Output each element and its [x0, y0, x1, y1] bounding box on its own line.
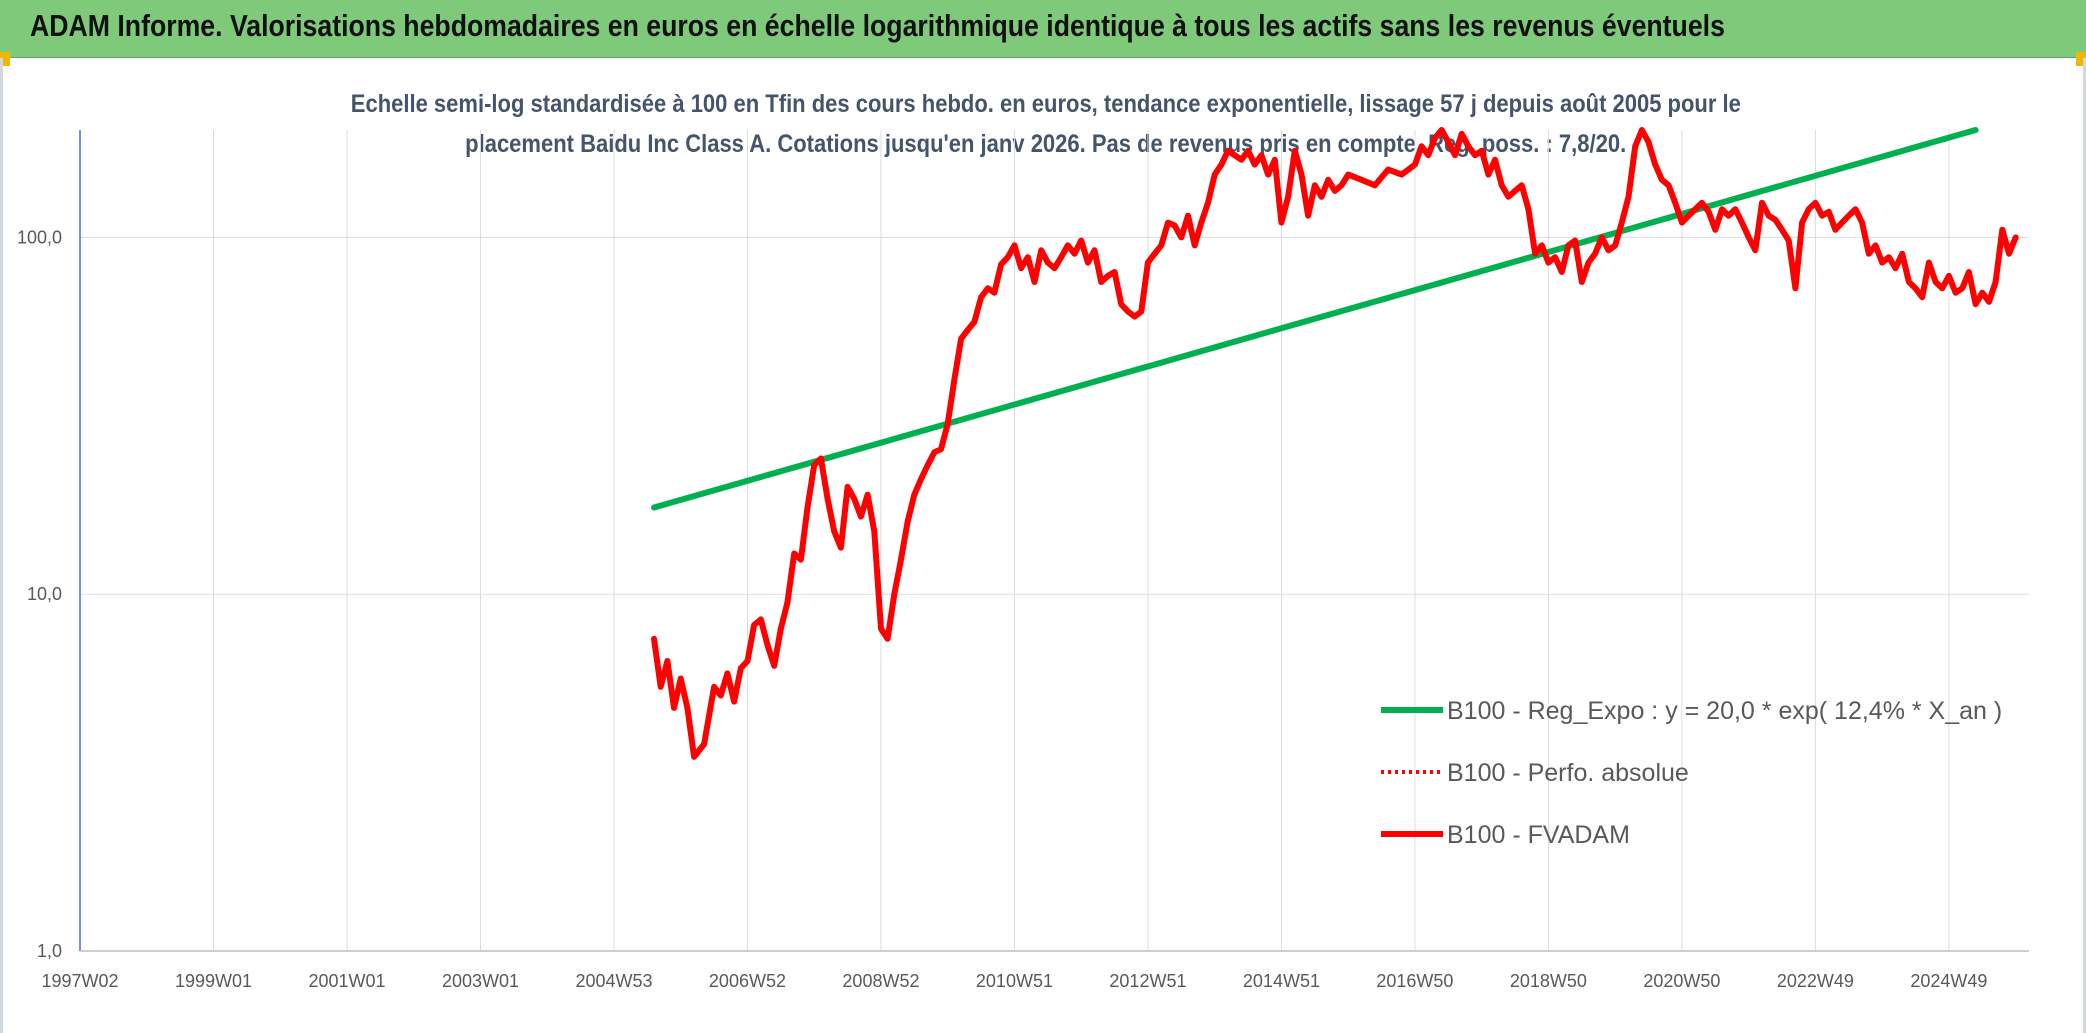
x-tick-label: 2018W50: [1510, 971, 1587, 991]
fvadam-series-line: [651, 127, 2019, 760]
legend-label: B100 - Reg_Expo : y = 20,0 * exp( 12,4% …: [1447, 697, 2002, 725]
chart-legend: B100 - Reg_Expo : y = 20,0 * exp( 12,4% …: [1381, 697, 2002, 849]
trend-series-line: [651, 127, 1979, 511]
x-tick-label: 2022W49: [1777, 971, 1854, 991]
legend-label: B100 - Perfo. absolue: [1447, 759, 1689, 787]
x-tick-label: 2006W52: [709, 971, 786, 991]
chart-plot: 1,0 10,0 100,0 1997W02 1999W01 2001W01 2003W01…: [17, 127, 2029, 991]
x-tick-label: 2012W51: [1109, 971, 1186, 991]
x-tick-label: 2001W01: [308, 971, 385, 991]
x-tick-label: 2020W50: [1643, 971, 1720, 991]
y-tick-label: 100,0: [17, 227, 62, 247]
x-tick-label: 2003W01: [442, 971, 519, 991]
x-tick-label: 2004W53: [575, 971, 652, 991]
x-tick-label: 1997W02: [41, 971, 118, 991]
x-tick-label: 2010W51: [976, 971, 1053, 991]
right-corner-marker: [2076, 52, 2086, 66]
x-tick-label: 2024W49: [1910, 971, 1987, 991]
legend-label: B100 - FVADAM: [1447, 821, 1630, 849]
left-corner-marker: [0, 52, 10, 66]
x-tick-label: 2008W52: [842, 971, 919, 991]
chart-subtitle-line-1: Echelle semi-log standardisée à 100 en T…: [350, 90, 1742, 118]
x-tick-label: 2016W50: [1376, 971, 1453, 991]
x-tick-label: 1999W01: [175, 971, 252, 991]
chart-frame: Echelle semi-log standardisée à 100 en T…: [0, 58, 2086, 1033]
y-tick-label: 10,0: [27, 584, 62, 604]
report-title: ADAM Informe. Valorisations hebdomadaire…: [30, 8, 1725, 43]
y-tick-label: 1,0: [37, 941, 62, 961]
x-tick-label: 2014W51: [1243, 971, 1320, 991]
report-banner: ADAM Informe. Valorisations hebdomadaire…: [0, 0, 2086, 58]
